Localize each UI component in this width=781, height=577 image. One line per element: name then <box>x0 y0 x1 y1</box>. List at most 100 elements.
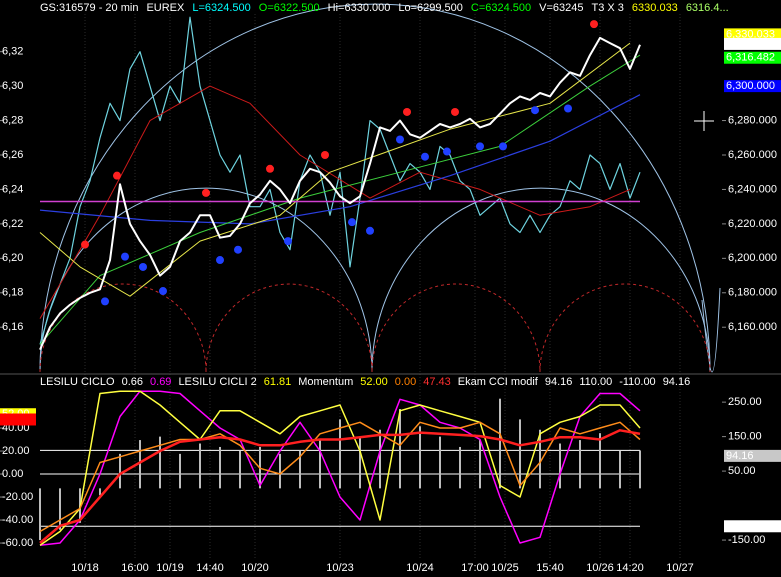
histogram-bar <box>299 450 301 489</box>
indicator-item: 61.81 <box>264 376 292 388</box>
histogram-bar <box>599 433 601 489</box>
y2-tick-label: 6,260.000 <box>728 149 777 161</box>
series-line <box>39 85 631 319</box>
header-item: 6330.033 <box>632 2 678 14</box>
y-tick-label: 6,28 <box>2 114 23 126</box>
dot-marker <box>590 20 598 29</box>
histogram-bar <box>39 488 41 541</box>
histogram-bar <box>179 453 181 489</box>
indicator-item: 94.16 <box>545 376 573 388</box>
cycle-arc-dashed <box>205 283 373 373</box>
marks <box>39 16 641 547</box>
cycle-arc-dashed <box>39 283 207 373</box>
cycle-arc-dashed <box>539 283 711 373</box>
y2-tick-label: 6,200.000 <box>728 252 777 264</box>
dot-marker <box>121 252 129 261</box>
histogram-bar <box>279 453 281 489</box>
histogram-bar <box>139 440 141 489</box>
x-tick-label: 10/19 <box>156 562 184 574</box>
x-tick-label: 10/25 <box>491 562 519 574</box>
x-tick-label: 16:00 <box>121 562 149 574</box>
indicator-item: 110.00 <box>579 376 612 388</box>
header-item: EUREX <box>146 2 185 14</box>
series-line <box>39 16 641 345</box>
y-tick-label: 6,20 <box>2 252 23 264</box>
dot-marker <box>159 287 167 296</box>
dot-marker <box>476 142 484 151</box>
dot-marker <box>451 107 459 116</box>
dot-marker <box>113 171 121 180</box>
crosshair-cursor <box>694 111 714 131</box>
indicator-item: Ekam CCI modif <box>458 376 539 388</box>
histogram-bar <box>499 398 501 489</box>
histogram-bar <box>59 488 61 530</box>
y2-tick-label: 6,280.000 <box>728 114 777 126</box>
y-tick-label: 6,32 <box>2 46 23 58</box>
value-marker <box>724 37 781 50</box>
indicator-item: 47.43 <box>423 376 451 388</box>
dot-marker <box>139 262 147 271</box>
y-tick-label: 6,26 <box>2 149 23 161</box>
value-marker <box>0 413 36 426</box>
y-tick-label: 6,18 <box>2 287 23 299</box>
histogram-bar <box>319 440 321 489</box>
y-tick-label: 6,16 <box>2 321 23 333</box>
header-item: Lo=6299.500 <box>398 2 463 14</box>
right-axis-panel <box>722 0 781 577</box>
header-item: O=6322.500 <box>259 2 320 14</box>
value-marker-label: 6,330.033 <box>726 28 775 40</box>
y2-tick-label: 6,220.000 <box>728 218 777 230</box>
value-marker <box>724 51 781 64</box>
y2-tick-label: 6,180.000 <box>728 287 777 299</box>
series-line <box>39 42 631 297</box>
y-tick-label: 6,22 <box>2 218 23 230</box>
dot-marker <box>216 256 224 265</box>
dot-marker <box>531 106 539 115</box>
x-tick-label: 10/18 <box>71 562 99 574</box>
cycle-arc <box>39 3 711 373</box>
cycle-arc <box>701 287 721 373</box>
y-tick-label: 6,24 <box>2 183 23 195</box>
value-marker-label: 6,316.482 <box>726 52 775 64</box>
y2-tick-label: 6,240.000 <box>728 183 777 195</box>
histogram-bar <box>479 440 481 489</box>
y-tick-label: 6,30 <box>2 80 23 92</box>
histogram-bar <box>439 436 441 489</box>
histogram-bar <box>519 419 521 489</box>
dot-marker <box>396 135 404 144</box>
y2-tick-label: 150.00 <box>728 431 762 443</box>
header-item: Hi=6330.000 <box>328 2 391 14</box>
histogram-bar <box>339 419 341 489</box>
dot-marker <box>321 151 329 159</box>
x-tick-label: 14:40 <box>196 562 224 574</box>
histogram-bar <box>99 488 101 496</box>
y-tick-label: -20.00 <box>2 491 33 503</box>
x-tick-label: 10/24 <box>406 562 434 574</box>
y-tick-label: 20.00 <box>2 445 30 457</box>
header-item: C=6324.500 <box>471 2 531 14</box>
dot-marker <box>101 297 109 306</box>
indicator-item: 0.00 <box>395 376 416 388</box>
dot-marker <box>234 245 242 254</box>
histogram-bar <box>119 453 121 489</box>
y2-tick-label: 50.00 <box>728 465 756 477</box>
dot-marker <box>499 142 507 151</box>
value-marker-label: -110.00 <box>726 520 763 532</box>
header-info: GS:316579 - 20 min EUREX L=6324.500 O=6322.… <box>40 2 729 14</box>
series-line <box>39 390 641 546</box>
dot-marker <box>564 104 572 113</box>
indicator-item: 0.66 <box>122 376 143 388</box>
indicator-item: LESILU CICLI 2 <box>178 376 256 388</box>
series-line <box>39 429 641 544</box>
indicator-item: Momentum <box>298 376 353 388</box>
histogram-bar <box>159 436 161 489</box>
y2-tick-label: 250.00 <box>728 396 762 408</box>
header-item: 6316.4... <box>686 2 729 14</box>
series-line <box>39 421 641 533</box>
header-item: V=63245 <box>539 2 583 14</box>
x-tick-label: 17:00 <box>461 562 489 574</box>
dot-marker <box>202 188 210 197</box>
